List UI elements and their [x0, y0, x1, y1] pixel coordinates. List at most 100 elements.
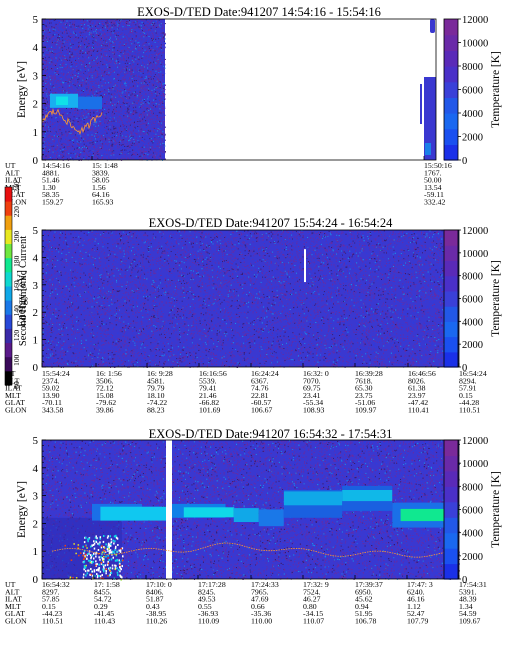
- colorbar-tick-label: 240: [12, 181, 21, 193]
- table-cell: 8297.: [42, 587, 60, 596]
- colorbar: 80 100 120 140 160 180 200 220 240 Second Harmoni…: [4, 181, 29, 389]
- colorbar-tick-label: 200: [12, 231, 21, 243]
- temperature-tick-label: 10000: [462, 249, 488, 260]
- table-cell: 45.62: [355, 595, 373, 604]
- row-label: ALT: [5, 168, 20, 177]
- table-cell: -47.42: [408, 398, 428, 407]
- y-axis-label: Energy [eV]: [16, 481, 28, 538]
- table-cell: 16:54:24: [459, 369, 487, 378]
- table-cell: 16: 1:56: [96, 369, 122, 378]
- table-cell: 110.43: [94, 617, 115, 626]
- colorbar-segment: [5, 286, 12, 301]
- table-cell: -36.93: [198, 609, 218, 618]
- temperature-tick-label: 10000: [462, 39, 488, 50]
- table-cell: 110.51: [42, 617, 63, 626]
- table-cell: -55.34: [303, 398, 323, 407]
- table-cell: 8294.: [459, 376, 477, 385]
- plot-frame: [41, 18, 437, 161]
- row-label: GLON: [5, 617, 27, 626]
- y-tick-label: 3: [33, 491, 39, 503]
- table-cell: -38.95: [146, 609, 166, 618]
- table-cell: 0.15: [459, 391, 473, 400]
- table-cell: 23.97: [408, 391, 426, 400]
- energy-band-segment: [283, 491, 343, 506]
- table-cell: 0.15: [42, 602, 56, 611]
- table-cell: 23.41: [303, 391, 321, 400]
- y-tick-label: 5: [33, 225, 39, 237]
- temperature-tick-label: 6000: [462, 506, 483, 517]
- table-cell: 15:50:16: [424, 161, 452, 170]
- y-tick-label: 1: [33, 127, 39, 139]
- table-cell: 21.46: [199, 391, 217, 400]
- table-cell: -74.22: [147, 398, 167, 407]
- table-cell: 110.00: [251, 617, 272, 626]
- orbit-parameter-table: UTALTILATMLTGLATGLON16:54:328297.57.850.…: [5, 580, 487, 626]
- temperature-tick-label: 8000: [462, 62, 483, 73]
- table-cell: 51.87: [146, 595, 164, 604]
- row-label: GLON: [5, 198, 27, 207]
- table-cell: 65.30: [355, 384, 373, 393]
- table-cell: 7618.: [355, 376, 373, 385]
- table-cell: -66.82: [199, 398, 219, 407]
- table-cell: -41.45: [94, 609, 114, 618]
- table-cell: 110.07: [303, 617, 324, 626]
- temperature-axis-label: Temperature [K]: [490, 471, 502, 548]
- row-label: MLT: [5, 602, 21, 611]
- temperature-trace: [41, 108, 103, 136]
- colorbar-segment: [5, 229, 12, 244]
- table-cell: 17:47: 3: [407, 580, 433, 589]
- temperature-scale: 0 2000 4000 6000 8000 10000 12000: [443, 15, 488, 167]
- table-cell: -79.62: [96, 398, 116, 407]
- table-cell: 110.09: [198, 617, 219, 626]
- table-cell: -51.06: [355, 398, 375, 407]
- table-cell: 1.30: [42, 183, 56, 192]
- colorbar-tick-label: 160: [12, 280, 21, 292]
- table-cell: 1.56: [92, 183, 106, 192]
- table-cell: 46.27: [303, 595, 321, 604]
- table-cell: 6240.: [407, 587, 425, 596]
- table-cell: 16:32: 0: [303, 369, 329, 378]
- panel-title: EXOS-D/TED Date:941207 14:54:16 - 15:54:…: [137, 5, 381, 19]
- colorbar-label: Second Harmonic Current: [18, 236, 29, 346]
- temperature-tick-label: 10000: [462, 459, 488, 470]
- table-cell: 46.16: [407, 595, 425, 604]
- table-cell: 15.08: [96, 391, 114, 400]
- spike-line: [304, 249, 306, 283]
- row-label: ALT: [5, 587, 20, 596]
- energy-band-segment: [100, 506, 168, 521]
- table-cell: 23.75: [355, 391, 373, 400]
- y-axis-label: Energy [eV]: [16, 270, 28, 327]
- table-cell: 16:39:28: [355, 369, 383, 378]
- temperature-tick-label: 4000: [462, 529, 483, 540]
- colorbar-tick-label: 140: [12, 305, 21, 317]
- table-cell: -44.28: [459, 398, 479, 407]
- row-label: GLAT: [5, 398, 25, 407]
- temperature-tick-label: 0: [462, 575, 467, 586]
- temperature-tick-label: 8000: [462, 272, 483, 283]
- table-cell: 108.93: [303, 406, 325, 415]
- table-cell: 106.78: [355, 617, 377, 626]
- y-tick-label: 2: [33, 307, 39, 319]
- y-tick-label: 1: [33, 546, 39, 558]
- row-label: ALT: [5, 376, 20, 385]
- table-cell: 7965.: [251, 587, 269, 596]
- table-cell: 18.10: [147, 391, 165, 400]
- y-tick-label: 5: [33, 14, 39, 26]
- temperature-tick-label: 4000: [462, 109, 483, 120]
- table-cell: 3506.: [96, 376, 114, 385]
- colorbar-segment: [5, 300, 12, 315]
- temperature-scale: 0 2000 4000 6000 8000 10000 12000: [443, 436, 488, 586]
- table-cell: 79.79: [147, 384, 165, 393]
- colorbar-segment: [5, 215, 12, 230]
- table-cell: 1767.: [424, 168, 442, 177]
- table-cell: 8026.: [408, 376, 426, 385]
- table-cell: 69.75: [303, 384, 321, 393]
- data-region-end: [424, 77, 436, 160]
- colorbar-tick-label: 180: [12, 255, 21, 267]
- table-cell: 5391.: [459, 587, 477, 596]
- table-cell: 332.42: [424, 198, 446, 207]
- temperature-tick-label: 12000: [462, 15, 488, 26]
- table-cell: 17:54:31: [459, 580, 487, 589]
- table-cell: 7070.: [303, 376, 321, 385]
- row-label: ILAT: [5, 176, 22, 185]
